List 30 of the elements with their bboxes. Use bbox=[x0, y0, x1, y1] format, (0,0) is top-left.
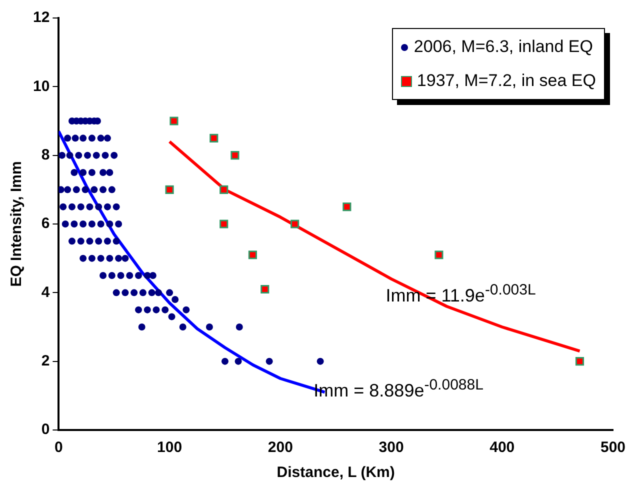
x-axis-title: Distance, L (Km) bbox=[276, 464, 395, 482]
point bbox=[220, 220, 228, 228]
point bbox=[260, 284, 270, 294]
x-tick-label: 500 bbox=[600, 439, 626, 456]
point bbox=[342, 202, 352, 212]
y-axis-title: EQ Intensity, Imm bbox=[8, 161, 26, 287]
y-tick-label: 4 bbox=[41, 284, 50, 301]
y-tick-label: 0 bbox=[41, 421, 50, 438]
x-tick-label: 200 bbox=[268, 439, 293, 456]
x-tick-label: 0 bbox=[54, 439, 63, 456]
point bbox=[290, 220, 300, 228]
y-tick-label: 8 bbox=[41, 146, 50, 164]
x-tick-label: 100 bbox=[157, 439, 182, 456]
y-tick-label: 2 bbox=[41, 352, 50, 370]
y-tick-label: 6 bbox=[41, 215, 50, 232]
point bbox=[165, 185, 174, 194]
point bbox=[434, 250, 444, 260]
x-tick-label: 400 bbox=[490, 439, 515, 456]
point bbox=[248, 250, 257, 260]
x-tick-label: 300 bbox=[378, 439, 404, 456]
y-tick-label: 10 bbox=[32, 78, 50, 95]
annotation: Imm = 8.889e$^{-0.0088L}$ bbox=[314, 376, 484, 402]
point bbox=[210, 134, 218, 142]
point bbox=[170, 116, 178, 126]
y-tick-label: 12 bbox=[32, 9, 50, 26]
legend-label: 1937, M=7.2, in sea EQ bbox=[416, 71, 596, 91]
point bbox=[230, 151, 240, 160]
point bbox=[575, 357, 584, 366]
legend-label: 2006, M=6.3, inland EQ bbox=[414, 37, 593, 57]
point bbox=[220, 185, 228, 194]
